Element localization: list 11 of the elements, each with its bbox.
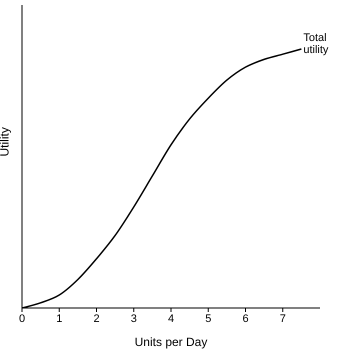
x-tick-label: 5 bbox=[205, 312, 212, 325]
x-tick-label: 7 bbox=[280, 312, 286, 325]
x-tick-label: 0 bbox=[18, 312, 26, 325]
x-tick-label: 6 bbox=[242, 312, 249, 325]
x-tick-label: 1 bbox=[56, 312, 62, 325]
x-tick-label: 4 bbox=[168, 312, 174, 325]
annotation: Total utility bbox=[303, 32, 329, 56]
y-axis-title: Utility bbox=[0, 127, 12, 156]
x-axis-title: Units per Day bbox=[134, 335, 208, 349]
x-tick-label: 2 bbox=[93, 312, 100, 325]
x-tick-label: 3 bbox=[130, 312, 137, 325]
